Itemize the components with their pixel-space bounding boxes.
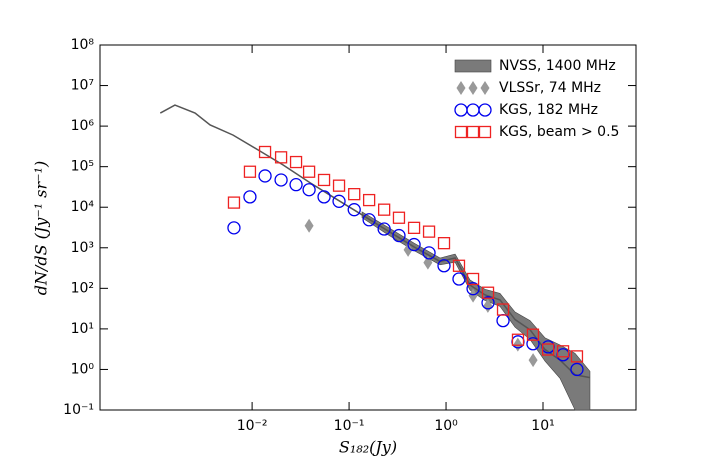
plot-area [159,104,591,411]
x-tick-label: 10⁻¹ [334,418,365,434]
diamond-marker [468,288,478,303]
legend-label: NVSS, 1400 MHz [499,58,616,74]
square-marker [526,328,540,341]
circle-marker [258,169,272,183]
legend-swatch [468,81,478,95]
circle-marker [422,246,436,260]
diamond-marker [483,298,493,313]
square-marker [302,165,316,178]
x-tick-label: 10⁻² [237,418,268,434]
y-tick-label: 10⁰ [71,361,95,377]
legend-swatch [454,103,468,117]
circle-marker [274,173,288,187]
legend-swatch [454,125,468,139]
square-marker [422,225,436,238]
legend-swatch [454,59,492,73]
y-tick-label: 10¹ [71,321,94,337]
square-marker [466,272,480,286]
square-marker [227,196,241,209]
square-marker [274,151,288,164]
legend-swatch [478,125,492,139]
circle-marker [407,237,421,252]
square-marker [317,173,331,187]
circle-marker [362,213,376,227]
y-tick-label: 10⁻¹ [63,402,94,418]
circle-marker [289,178,303,192]
legend-label: KGS, 182 MHz [499,102,598,118]
y-tick-label: 10⁴ [71,199,95,215]
legend-label: VLSSr, 74 MHz [499,80,601,96]
diamond-marker [304,218,314,233]
circle-marker [243,190,257,204]
circle-marker [332,194,346,208]
circle-marker [377,222,391,236]
square-marker [556,345,570,358]
plot-frame [99,44,637,411]
x-axis-label: S₁₈₂(Jy) [339,438,397,457]
circle-marker [347,203,361,217]
y-tick-label: 10³ [71,240,94,256]
diamond-marker [403,242,413,257]
y-tick-label: 10⁷ [71,78,94,94]
data-line [159,104,591,379]
x-tick-label: 10⁰ [434,418,458,434]
circle-marker [570,362,584,377]
y-axis-label: dN/dS (Jy⁻¹ sr⁻¹) [32,161,51,296]
legend-swatch [466,125,480,139]
square-marker [377,203,391,216]
y-tick-label: 10⁵ [71,159,94,175]
y-tick-label: 10⁸ [71,37,95,53]
square-marker [511,333,525,346]
circle-marker [481,296,495,310]
diamond-marker [528,353,538,368]
legend-swatch [456,81,466,95]
circle-marker [227,221,241,235]
square-marker [258,145,272,159]
circle-marker [452,272,466,286]
circle-marker [466,282,480,296]
y-tick-label: 10² [71,280,94,296]
square-marker [542,343,555,356]
circle-marker [392,228,406,243]
circle-marker [317,190,331,204]
legend-swatch [466,103,480,117]
square-marker [407,221,421,235]
legend-label: KGS, beam > 0.5 [499,124,619,140]
x-tick-label: 10¹ [531,418,554,434]
square-marker [243,165,257,178]
circle-marker [302,183,316,197]
square-marker [496,303,510,316]
square-marker [481,286,495,299]
square-marker [392,211,406,224]
circle-marker [437,259,451,273]
square-marker [348,188,361,201]
y-tick-label: 10⁶ [71,118,95,134]
square-marker [452,259,466,272]
legend-swatch [478,103,492,117]
square-marker [332,179,346,192]
legend-swatch [480,81,490,95]
square-marker [437,237,451,250]
circle-marker [526,337,540,351]
circle-marker [496,313,510,328]
square-marker [289,155,303,169]
square-marker [362,193,376,207]
square-marker [570,350,584,363]
